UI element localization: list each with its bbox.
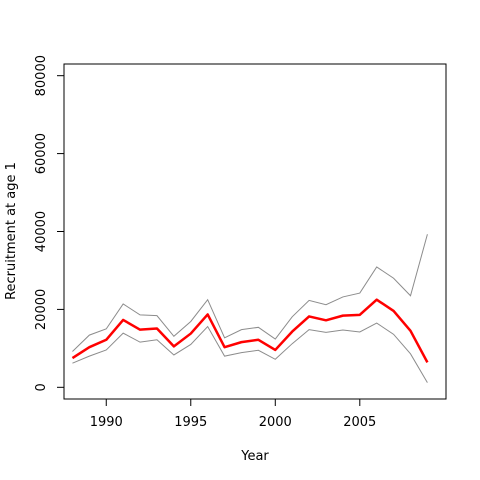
series-line-estimate (71, 298, 429, 363)
x-tick-label-1990: 1990 (90, 415, 123, 430)
y-tick-label-40000: 40000 (34, 211, 49, 252)
y-tick-label-20000: 20000 (34, 289, 49, 330)
series-layer (71, 234, 429, 383)
y-axis: 0 20000 40000 60000 80000 (34, 55, 64, 391)
y-axis-label: Recruitment at age 1 (4, 162, 19, 300)
series-line-lower (72, 322, 428, 383)
series-line-upper (72, 234, 428, 352)
x-tick-label-2000: 2000 (259, 415, 292, 430)
x-tick-label-1995: 1995 (174, 415, 207, 430)
x-axis: 1990 1995 2000 2005 (90, 399, 376, 430)
x-axis-label: Year (240, 449, 269, 464)
y-tick-label-80000: 80000 (34, 55, 49, 96)
y-tick-label-0: 0 (34, 383, 49, 391)
x-tick-label-2005: 2005 (343, 415, 376, 430)
y-tick-label-60000: 60000 (34, 133, 49, 174)
